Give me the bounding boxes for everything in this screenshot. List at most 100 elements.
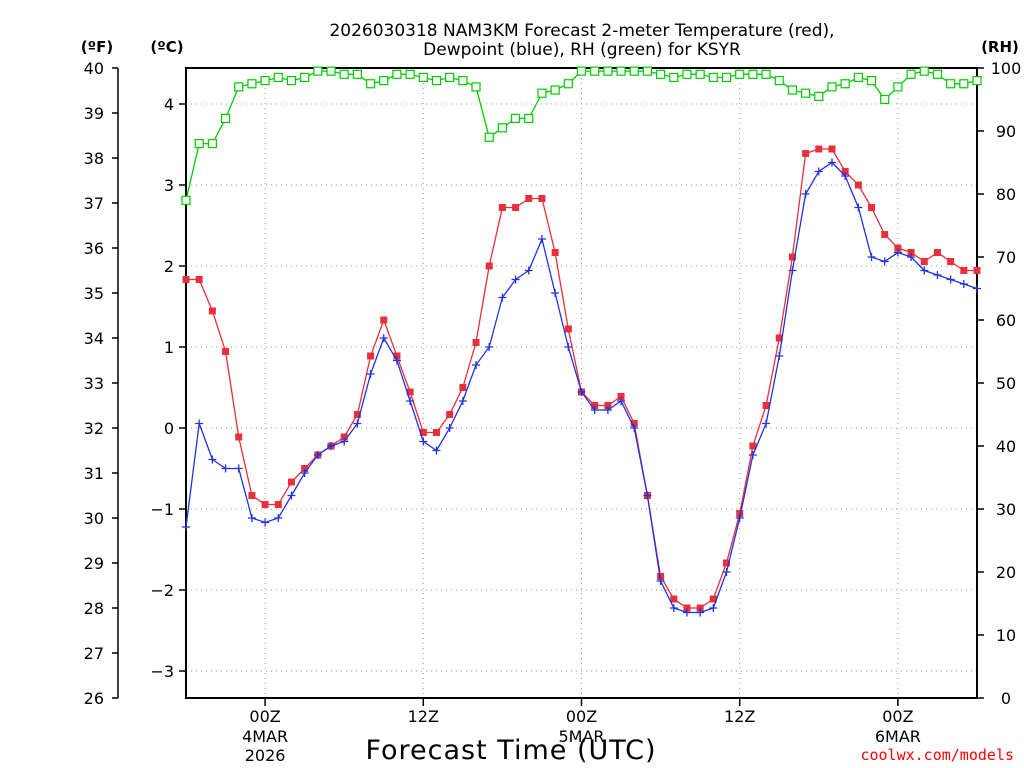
- dewpoint-point: [511, 275, 520, 284]
- x-axis-date-label: 4MAR: [242, 727, 288, 746]
- c-axis-tick-label: 2: [164, 257, 174, 276]
- rh-point: [893, 82, 903, 92]
- rh-point: [537, 88, 547, 98]
- dewpoint-point: [669, 604, 678, 612]
- f-axis-tick-label: 30: [84, 509, 104, 528]
- rh-axis-tick-label: 40: [996, 437, 1016, 456]
- rh-point: [300, 72, 310, 83]
- temperature-point: [920, 258, 928, 265]
- rh-point: [418, 72, 428, 83]
- temperature-point: [854, 181, 862, 189]
- series-line: [185, 70, 978, 201]
- left-unit-c: (ºC): [150, 38, 183, 56]
- rh-axis-tick-label: 100: [991, 59, 1022, 78]
- rh-point: [814, 91, 824, 101]
- rh-point: [932, 69, 943, 79]
- rh-point: [801, 88, 811, 98]
- c-axis-tick-label: 4: [164, 95, 174, 114]
- temperature-point: [485, 262, 493, 270]
- rh-point: [708, 72, 718, 83]
- rh-point: [484, 132, 494, 142]
- rh-point: [194, 139, 204, 149]
- temperature-point: [367, 352, 375, 360]
- rh-point: [629, 66, 639, 76]
- watermark: coolwx.com/models: [860, 746, 1014, 764]
- dewpoint-point: [907, 253, 916, 261]
- temperature-point: [182, 276, 190, 283]
- grid-lines: [186, 68, 977, 698]
- temperature-point: [683, 604, 691, 612]
- dewpoint-point: [867, 253, 876, 261]
- dewpoint-point: [590, 406, 599, 414]
- dewpoint-point: [643, 491, 652, 500]
- c-axis-tick-label: −2: [150, 581, 174, 600]
- x-axis-tick-label: 12Z: [724, 707, 755, 726]
- dewpoint-point: [775, 352, 784, 360]
- rh-point: [471, 82, 481, 92]
- rh-axis-tick-label: 30: [996, 500, 1016, 519]
- temperature-point: [788, 253, 796, 261]
- f-axis-tick-label: 40: [84, 59, 104, 78]
- axes: 262728293031323334353637383940−3−2−10123…: [84, 59, 1022, 765]
- rh-point: [590, 66, 600, 76]
- rh-point: [392, 69, 402, 79]
- temperature-point: [274, 501, 282, 508]
- dewpoint-point: [551, 289, 560, 297]
- f-axis-tick-label: 32: [84, 419, 104, 438]
- dewpoint-point: [274, 514, 283, 522]
- dewpoint-point: [221, 464, 230, 473]
- x-axis-date-label: 6MAR: [875, 727, 921, 746]
- temperature-point: [222, 348, 230, 355]
- rh-point: [906, 69, 916, 79]
- temperature-point: [868, 204, 876, 211]
- rh-point: [273, 72, 283, 83]
- dewpoint-point: [577, 388, 586, 396]
- temperature-point: [933, 249, 941, 256]
- rh-point: [260, 75, 270, 86]
- temperature-point: [459, 384, 467, 391]
- rh-axis-tick-label: 50: [996, 374, 1016, 393]
- rh-point: [774, 75, 784, 86]
- dewpoint-point: [340, 437, 349, 446]
- temperature-point: [472, 339, 480, 346]
- dewpoint-point: [247, 514, 256, 522]
- f-axis-tick-label: 34: [84, 329, 104, 348]
- dewpoint-point: [498, 293, 507, 302]
- rh-point: [497, 123, 507, 133]
- rh-point: [959, 79, 969, 89]
- rh-point: [603, 66, 613, 76]
- rh-point: [510, 113, 521, 124]
- dewpoint-point: [472, 361, 481, 369]
- dewpoint-point: [524, 266, 533, 275]
- temperature-point: [815, 145, 823, 153]
- rh-point: [682, 69, 692, 79]
- temperature-point: [841, 168, 849, 175]
- dewpoint-point: [564, 343, 573, 351]
- rh-point: [247, 79, 257, 89]
- temperature-point: [498, 204, 506, 211]
- right-unit-rh: (RH): [981, 38, 1019, 56]
- c-axis-tick-label: 3: [164, 176, 174, 195]
- dewpoint-point: [392, 356, 401, 365]
- temperature-point: [261, 501, 269, 508]
- rh-point: [339, 69, 349, 79]
- rh-point: [827, 82, 837, 92]
- series-line: [185, 161, 978, 614]
- rh-point: [365, 79, 376, 89]
- rh-point: [220, 113, 231, 124]
- temperature-point: [525, 195, 533, 202]
- rh-axis-tick-label: 10: [996, 626, 1016, 645]
- rh-point: [326, 66, 336, 76]
- temperature-point: [208, 307, 216, 315]
- dewpoint-point: [788, 266, 797, 275]
- rh-axis-tick-label: 0: [1001, 689, 1011, 708]
- rh-point: [735, 69, 745, 79]
- dewpoint-point: [630, 424, 639, 432]
- temperature-point: [907, 249, 915, 256]
- rh-point: [431, 75, 442, 86]
- rh-axis-tick-label: 80: [996, 185, 1016, 204]
- f-axis-tick-label: 31: [84, 464, 104, 483]
- dewpoint-point: [379, 334, 388, 342]
- temperature-point: [591, 402, 599, 409]
